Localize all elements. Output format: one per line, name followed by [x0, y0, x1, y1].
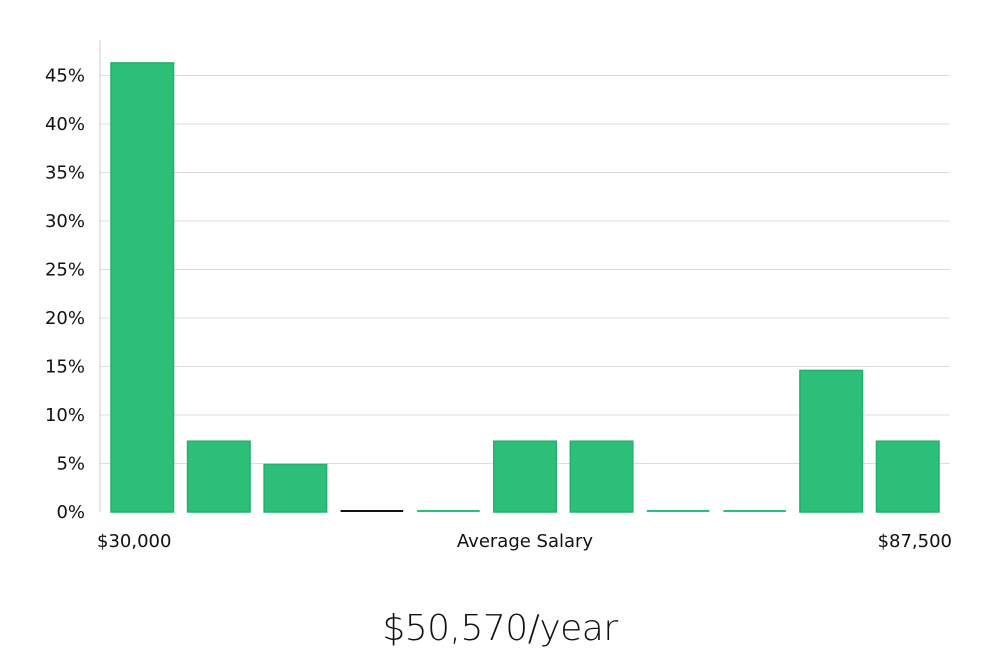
y-tick-label: 0% [56, 502, 85, 523]
histogram-bar-1 [110, 62, 175, 513]
histogram-bar-10 [799, 369, 864, 513]
histogram-bar-2 [186, 440, 251, 513]
y-tick-label: 20% [45, 308, 85, 329]
average-salary-summary: $50,570/year [382, 608, 618, 649]
bars-layer [110, 62, 940, 513]
y-tick-label: 30% [45, 211, 85, 232]
histogram-bar-8 [646, 510, 710, 512]
y-tick-label: 25% [45, 260, 85, 281]
y-tick-label: 5% [56, 454, 85, 475]
y-tick-label: 10% [45, 405, 85, 426]
grid-layer [100, 75, 950, 464]
histogram-bar-11 [875, 440, 940, 513]
histogram-bar-6 [492, 440, 558, 513]
y-tick-label: 40% [45, 114, 85, 135]
histogram-bar-5 [417, 510, 480, 512]
y-tick-label: 35% [45, 163, 85, 184]
histogram-bar-7 [569, 440, 634, 513]
x-max-label: $87,500 [878, 531, 952, 552]
y-tick-label: 45% [45, 66, 85, 87]
histogram-bar-4 [340, 510, 404, 512]
x-axis-title: Average Salary [457, 531, 594, 552]
histogram-bar-9 [723, 510, 786, 512]
y-axis-ticks: 0% 5% 10% 15% 20% 25% 30% 35% 40% 45% [45, 66, 85, 524]
x-min-label: $30,000 [97, 531, 171, 552]
histogram-bar-3 [263, 463, 328, 513]
y-tick-label: 15% [45, 357, 85, 378]
